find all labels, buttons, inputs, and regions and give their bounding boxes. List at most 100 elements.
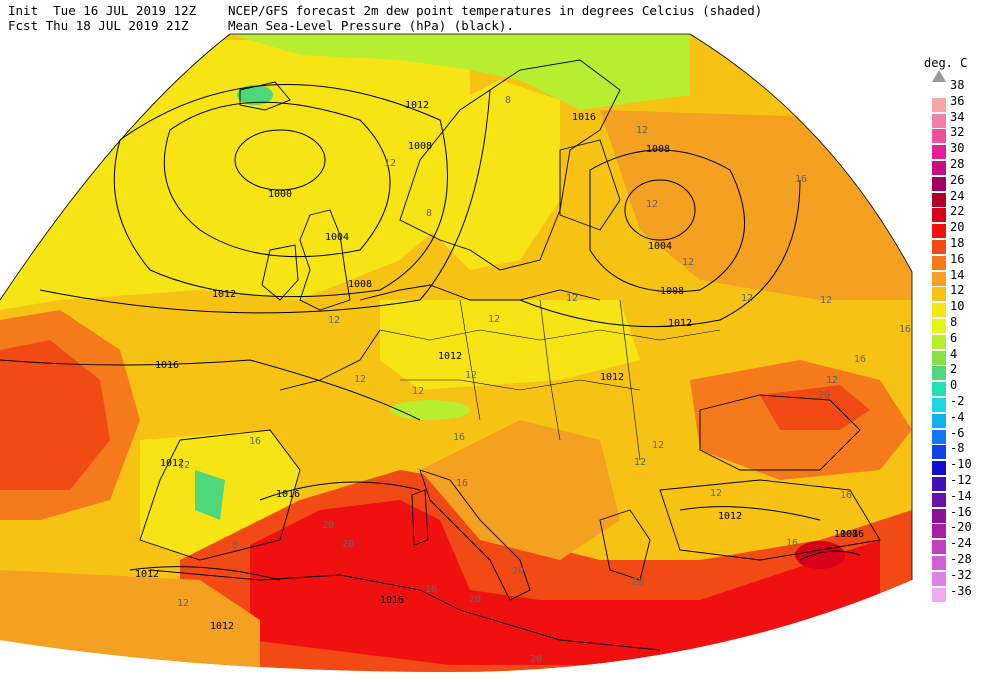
- dewpoint-label: 12: [488, 314, 500, 325]
- border-1: [379, 329, 721, 341]
- legend-arrow-icon: [932, 70, 946, 82]
- arctic-green: [230, 34, 690, 110]
- legend-swatch: [932, 540, 946, 555]
- legend-label: 22: [950, 204, 965, 219]
- legend-label: 8: [950, 315, 958, 329]
- legend-entry: 10: [924, 299, 994, 318]
- isobar-label: 1016: [276, 489, 300, 500]
- dewpoint-label: 12: [384, 158, 396, 169]
- dewpoint-label: 12: [652, 440, 664, 451]
- dewpoint-label: 12: [566, 293, 578, 304]
- legend-entry: 12: [924, 283, 994, 302]
- coast-continent: [139, 284, 601, 561]
- dewpoint-label: 12: [178, 460, 190, 471]
- isobar-label: 1016: [155, 360, 179, 371]
- legend-label: -10: [950, 457, 972, 472]
- legend-entry: -4: [924, 410, 994, 428]
- legend-entry: 22: [924, 204, 994, 223]
- dewpoint-label: 8: [505, 95, 511, 106]
- isobar-label: 1016: [840, 529, 864, 540]
- dewpoint-label: 12: [177, 598, 189, 609]
- legend-swatch: [932, 366, 946, 381]
- legend-label: -16: [950, 504, 972, 519]
- dewpoint-label: 12: [636, 125, 648, 136]
- isobar-1008-north: [113, 84, 448, 298]
- isobar-label: 1012: [668, 318, 692, 329]
- isobar-label: 1012: [212, 289, 236, 300]
- legend-swatch: [932, 571, 946, 586]
- dewpoint-label: 12: [710, 488, 722, 499]
- legend-entry: 28: [924, 157, 994, 175]
- legend-label: -32: [950, 567, 972, 582]
- legend-label: 6: [950, 330, 958, 345]
- dewpoint-field: [0, 34, 912, 672]
- color-legend: deg. C 38 36 34 32 30 28 26 24 22 20 18 16 14 12 10 8 6 4…: [924, 56, 994, 616]
- legend-swatch: [932, 445, 946, 460]
- isobar-label: 1008: [834, 529, 858, 540]
- central-yellow: [380, 300, 640, 390]
- atlantic-red-orange: [0, 340, 110, 490]
- border-3: [459, 299, 641, 461]
- isobar-label: 1004: [325, 232, 349, 243]
- dewpoint-label: 12: [412, 386, 424, 397]
- legend-swatch: [932, 192, 946, 207]
- isobar-1012-spain: [129, 566, 281, 581]
- legend-swatch: [932, 303, 946, 318]
- legend-swatch: [932, 334, 946, 349]
- isobar-label: 1004: [648, 241, 672, 252]
- legend-swatch: [932, 113, 946, 128]
- legend-label: 34: [950, 109, 965, 124]
- legend-label: 20: [950, 220, 965, 235]
- legend-entry: 4: [924, 347, 994, 365]
- dewpoint-label-group: 8 12 12 16 12 12 8 12 12 12 16 12 16 12 …: [177, 95, 911, 665]
- isobars: [0, 84, 861, 581]
- legend-swatch: [932, 398, 946, 412]
- legend-swatch: [932, 145, 946, 160]
- legend-entry: -10: [924, 457, 994, 476]
- legend-label: 14: [950, 267, 965, 282]
- isobar-label: 1000: [268, 189, 292, 200]
- legend-entry: 2: [924, 362, 994, 381]
- dewpoint-label: 12: [465, 370, 477, 381]
- legend-label: -6: [950, 425, 965, 440]
- isobar-label: 1016: [572, 112, 596, 123]
- legend-label: -24: [950, 536, 972, 551]
- legend-swatch: [932, 587, 946, 602]
- dewpoint-label: 20: [342, 539, 354, 550]
- legend-entry: 34: [924, 109, 994, 128]
- legend-label: -12: [950, 473, 972, 487]
- legend-entry: 30: [924, 141, 994, 160]
- border-2: [400, 379, 641, 391]
- dewpoint-label: 16: [456, 478, 468, 489]
- dewpoint-label: 12: [646, 199, 658, 210]
- isobar-1012-north: [39, 89, 491, 314]
- legend-swatch: [932, 461, 946, 476]
- legend-entry: 20: [924, 220, 994, 239]
- isobar-label: 1008: [646, 144, 670, 155]
- legend-swatch: [932, 477, 946, 491]
- legend-label: -14: [950, 488, 972, 503]
- dewpoint-label: 12: [328, 315, 340, 326]
- legend-entry: 8: [924, 315, 994, 333]
- dewpoint-label: 16: [786, 538, 798, 549]
- header-title: NCEP/GFS forecast 2m dew point temperatu…: [228, 3, 763, 18]
- balkans-orange: [420, 420, 620, 560]
- isobar-1012-southeast: [679, 506, 821, 521]
- legend-swatch: [932, 271, 946, 286]
- coast-turkey: [659, 479, 881, 561]
- legend-label: 36: [950, 93, 965, 108]
- dewpoint-label: 20: [469, 594, 481, 605]
- blacksea-red-orange: [760, 385, 870, 430]
- legend-entry: 0: [924, 378, 994, 397]
- dewpoint-label: 12: [741, 293, 753, 304]
- isobar-label: 1012: [210, 621, 234, 632]
- legend-label: -36: [950, 583, 972, 598]
- legend-label: -28: [950, 552, 972, 566]
- legend-entry: -24: [924, 536, 994, 555]
- legend-entry: -20: [924, 520, 994, 539]
- legend-label: -8: [950, 441, 965, 456]
- legend-entry: 18: [924, 236, 994, 254]
- map-frame: [0, 33, 913, 580]
- iberia-green: [195, 470, 225, 520]
